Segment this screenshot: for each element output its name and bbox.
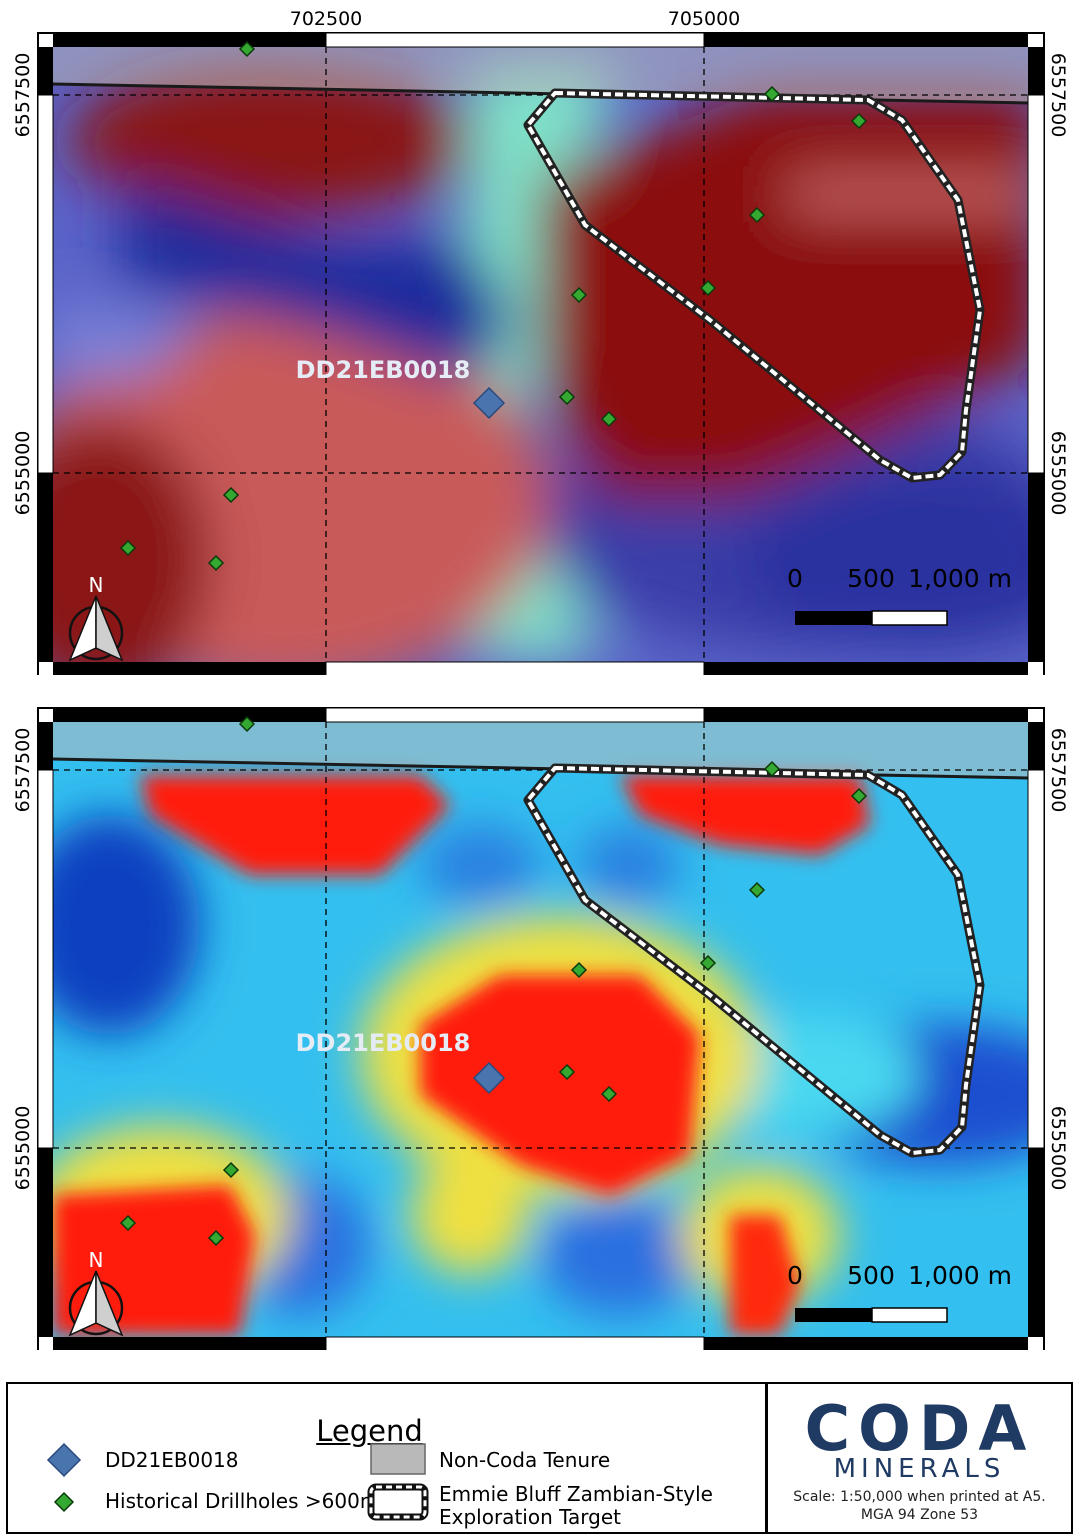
scale-label-0: 0	[787, 564, 803, 593]
north-label: N	[89, 1248, 104, 1272]
scale-label-1000: 1,000 m	[908, 564, 1012, 593]
legend-item-exploration-target-line1: Emmie Bluff Zambian-Style	[439, 1482, 713, 1506]
map-panel-bottom: 702500 705000 6557500 6555000 6557500 65…	[0, 675, 1073, 1379]
legend-title: Legend	[316, 1414, 423, 1448]
scale-bar-top: 0 500 1,000 m	[787, 564, 1012, 626]
legend-item-exploration-target-line2: Exploration Target	[439, 1505, 621, 1529]
drillhole-marker	[238, 715, 256, 733]
drillhole-marker	[558, 388, 576, 406]
north-arrow-icon: N	[68, 1248, 124, 1337]
drillhole-marker	[119, 539, 137, 557]
drillhole-marker	[558, 1063, 576, 1081]
legend-panel: Legend DD21EB0018 Historical Drillholes …	[6, 1382, 767, 1534]
grey-box-icon	[370, 1443, 426, 1475]
drillhole-marker	[119, 1214, 137, 1232]
northing-label: 6557500	[1047, 728, 1069, 813]
scale-label-1000: 1,000 m	[908, 1261, 1012, 1290]
dd21eb0018-marker	[472, 386, 506, 420]
drillhole-marker	[222, 486, 240, 504]
dashed-polygon-icon	[367, 1483, 429, 1521]
drillhole-marker	[600, 1085, 618, 1103]
blue-diamond-icon	[46, 1442, 82, 1478]
scale-note: Scale: 1:50,000 when printed at A5. MGA …	[768, 1488, 1071, 1524]
drillhole-marker	[600, 410, 618, 428]
logo-panel: CODA MINERALS Scale: 1:50,000 when print…	[766, 1382, 1073, 1534]
drillhole-marker	[238, 40, 256, 58]
map-panel-top: 702500 705000 702500 705000 6557500 6555…	[0, 0, 1073, 704]
northing-label: 6555000	[1047, 1106, 1069, 1191]
easting-label: 702500	[290, 8, 363, 30]
coda-logo-wordmark: CODA	[804, 1392, 1035, 1465]
north-arrow-icon: N	[68, 573, 124, 662]
scale-label-500: 500	[847, 564, 895, 593]
geophysics-raster-bottom	[53, 722, 1028, 1337]
green-diamond-icon	[53, 1491, 75, 1513]
map-frame-top	[37, 32, 1045, 678]
drillhole-marker	[850, 112, 868, 130]
drillhole-marker	[222, 1161, 240, 1179]
drillhole-marker	[570, 961, 588, 979]
scale-label-0: 0	[787, 1261, 803, 1290]
drillhole-marker	[850, 787, 868, 805]
drillhole-marker	[699, 954, 717, 972]
drillhole-marker	[699, 279, 717, 297]
legend-item-dd21eb0018: DD21EB0018	[105, 1448, 239, 1472]
exploration-target-polygon-bottom	[523, 763, 985, 1158]
drillhole-marker	[763, 85, 781, 103]
historical-drillholes-bottom	[119, 715, 868, 1247]
historical-drillholes-top	[119, 40, 868, 572]
legend-item-non-coda-tenure: Non-Coda Tenure	[439, 1448, 611, 1472]
northing-label: 6557500	[12, 728, 34, 813]
drillhole-marker	[748, 881, 766, 899]
northing-label: 6555000	[1047, 431, 1069, 516]
northing-label: 6557500	[1047, 53, 1069, 138]
drillhole-marker	[570, 286, 588, 304]
grid-lines-top	[53, 47, 1028, 662]
scale-label-500: 500	[847, 1261, 895, 1290]
northing-label: 6557500	[12, 53, 34, 138]
drillhole-marker	[207, 554, 225, 572]
drillhole-marker	[748, 206, 766, 224]
north-label: N	[89, 573, 104, 597]
easting-label: 705000	[668, 8, 741, 30]
scale-bar-bottom: 0 500 1,000 m	[787, 1261, 1012, 1323]
coda-logo-subtitle: MINERALS	[833, 1454, 1006, 1484]
drillhole-marker	[763, 760, 781, 778]
legend-item-exploration-target: Emmie Bluff Zambian-Style Exploration Ta…	[439, 1483, 713, 1529]
drillhole-marker	[207, 1229, 225, 1247]
dd21eb0018-marker	[472, 1061, 506, 1095]
drillhole-label: DD21EB0018	[296, 356, 471, 384]
grid-lines-bottom	[53, 722, 1028, 1337]
scale-note-line1: Scale: 1:50,000 when printed at A5.	[793, 1489, 1046, 1505]
scale-note-line2: MGA 94 Zone 53	[860, 1507, 979, 1523]
northing-label: 6555000	[12, 1106, 34, 1191]
legend-item-historical-drillholes: Historical Drillholes >600m	[105, 1489, 380, 1513]
drillhole-label: DD21EB0018	[296, 1029, 471, 1057]
northing-label: 6555000	[12, 431, 34, 516]
exploration-target-polygon-top	[523, 88, 985, 483]
